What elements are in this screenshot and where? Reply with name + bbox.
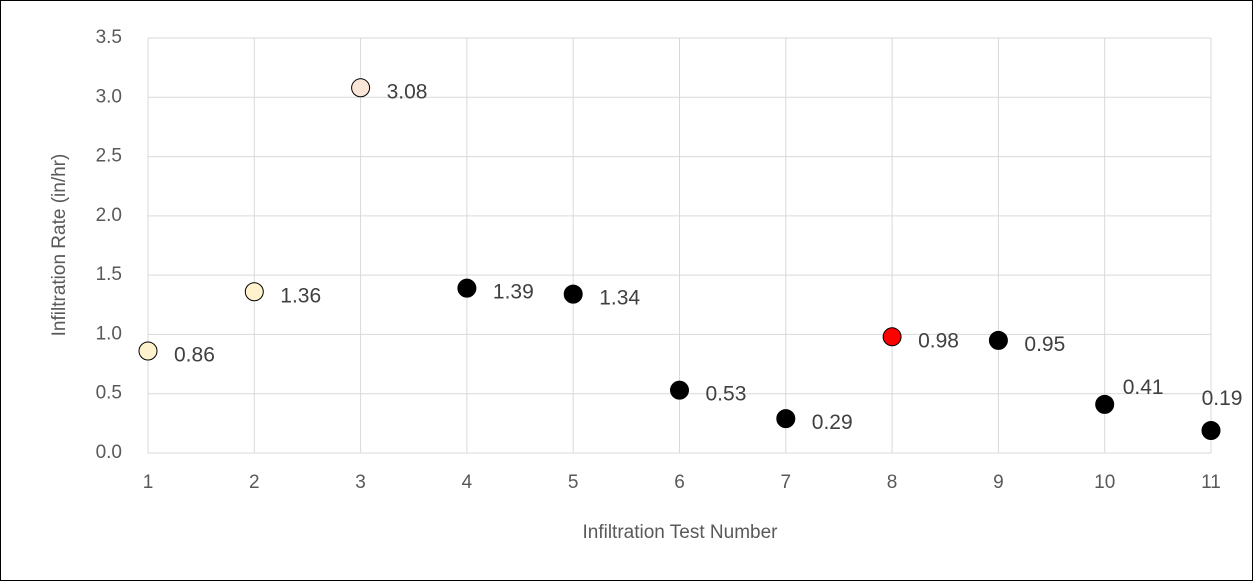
x-tick-label: 4 (462, 472, 473, 493)
data-point (988, 330, 1008, 350)
data-label: 0.86 (174, 344, 215, 367)
x-tick-label: 6 (674, 472, 685, 493)
x-tick-label: 1 (143, 472, 154, 493)
data-point (457, 278, 477, 298)
data-point (244, 282, 264, 302)
data-point (670, 380, 689, 400)
data-label: 3.08 (387, 80, 428, 103)
data-point (563, 284, 583, 304)
x-tick-label: 8 (887, 472, 898, 493)
data-point (1095, 394, 1115, 414)
y-tick-label: 2.5 (96, 146, 122, 167)
x-tick-label: 5 (568, 472, 579, 493)
data-label: 0.29 (812, 411, 853, 434)
y-tick-label: 3.0 (96, 86, 122, 107)
y-tick-label: 1.0 (96, 323, 122, 344)
data-point (776, 409, 796, 429)
x-tick-label: 11 (1201, 472, 1221, 493)
y-tick-label: 2.0 (96, 205, 122, 226)
y-tick-label: 1.5 (96, 264, 122, 285)
x-tick-label: 7 (781, 472, 792, 493)
data-label: 1.39 (493, 281, 534, 304)
data-label: 1.34 (599, 287, 640, 310)
data-label: 1.36 (280, 284, 321, 307)
data-point (1201, 420, 1221, 440)
y-tick-label: 0.0 (96, 442, 122, 463)
data-point (882, 327, 902, 347)
x-tick-label: 10 (1094, 472, 1115, 493)
data-label: 0.19 (1202, 387, 1243, 410)
x-tick-label: 2 (249, 472, 260, 493)
y-tick-label: 3.5 (96, 27, 122, 48)
data-label: 0.41 (1123, 376, 1164, 399)
data-label: 0.95 (1024, 333, 1065, 356)
data-label: 0.53 (706, 383, 747, 406)
x-tick-label: 3 (355, 472, 366, 493)
x-axis-title: Infiltration Test Number (582, 522, 778, 543)
y-axis-title: Infiltration Rate (in/hr) (49, 154, 70, 337)
x-tick-label: 9 (993, 472, 1004, 493)
data-point (138, 341, 158, 361)
data-label: 0.98 (918, 329, 959, 352)
y-tick-label: 0.5 (96, 383, 122, 404)
data-point (351, 78, 371, 98)
